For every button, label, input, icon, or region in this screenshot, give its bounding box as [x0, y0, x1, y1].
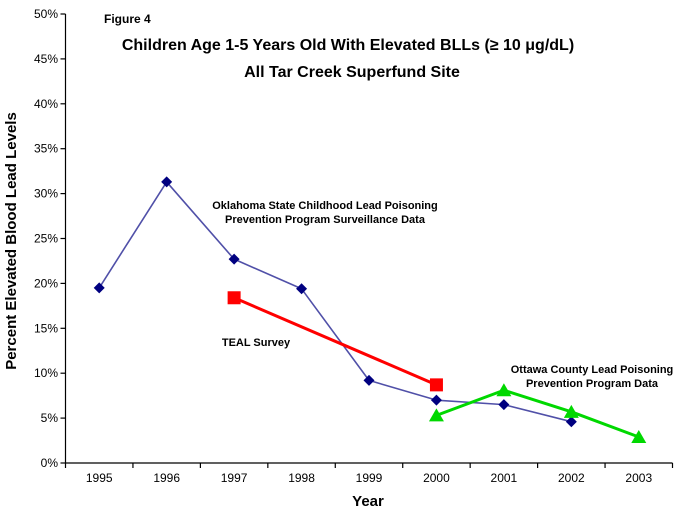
y-axis-title: Percent Elevated Blood Lead Levels [3, 112, 20, 370]
x-tick-label-2002: 2002 [558, 471, 585, 485]
x-tick-label-1995: 1995 [86, 471, 113, 485]
marker-teal-survey-1997 [227, 291, 241, 305]
y-tick-label-5: 5% [41, 411, 59, 425]
x-tick-label-2001: 2001 [491, 471, 518, 485]
series-line-ottawa-county [435, 388, 640, 439]
y-tick-label-45: 45% [34, 52, 58, 66]
series-line-oklahoma-surveillance [98, 181, 572, 423]
data-series-layer [93, 176, 647, 443]
marker-oklahoma-surveillance-1995 [93, 282, 105, 294]
x-tick-label-1996: 1996 [153, 471, 180, 485]
marker-oklahoma-surveillance-2001 [498, 399, 510, 411]
marker-oklahoma-surveillance-2000 [430, 394, 442, 406]
y-tick-label-30: 30% [34, 187, 58, 201]
x-tick-label-1999: 1999 [356, 471, 383, 485]
x-tick-label-2003: 2003 [625, 471, 652, 485]
y-tick-label-15: 15% [34, 321, 58, 335]
marker-ottawa-county-2001 [496, 383, 512, 397]
y-tick-label-0: 0% [41, 456, 59, 470]
x-tick-label-1997: 1997 [221, 471, 248, 485]
marker-teal-survey-2000 [429, 378, 443, 392]
axes-layer: 0% 5% 10% 15% 20% 25% 30% 35% 40% 45% 50% 1995 1996 1… [34, 7, 674, 485]
y-tick-label-25: 25% [34, 232, 58, 246]
annotation-oklahoma-line2: Prevention Program Surveillance Data [225, 214, 426, 226]
y-tick-label-50: 50% [34, 7, 58, 21]
chart-titles: Figure 4 Children Age 1-5 Years Old With… [104, 12, 574, 81]
x-axis-title: Year [352, 493, 384, 510]
marker-oklahoma-surveillance-2002 [565, 416, 577, 428]
marker-ottawa-county-2000 [428, 408, 444, 422]
y-tick-label-35: 35% [34, 142, 58, 156]
annotation-oklahoma-line1: Oklahoma State Childhood Lead Poisoning [212, 200, 438, 212]
marker-ottawa-county-2003 [631, 429, 647, 443]
y-tick-label-10: 10% [34, 366, 58, 380]
chart-title-line1: Children Age 1-5 Years Old With Elevated… [122, 37, 574, 54]
x-tick-label-1998: 1998 [288, 471, 315, 485]
chart-title-line2: All Tar Creek Superfund Site [244, 64, 460, 81]
annotation-teal-survey: TEAL Survey [222, 337, 291, 349]
marker-oklahoma-surveillance-1996 [161, 176, 173, 188]
series-annotations: Oklahoma State Childhood Lead Poisoning … [212, 200, 673, 390]
marker-oklahoma-surveillance-1999 [363, 374, 375, 386]
figure-number-label: Figure 4 [104, 12, 151, 26]
series-line-teal-survey [233, 296, 438, 387]
marker-oklahoma-surveillance-1998 [296, 283, 308, 295]
y-tick-label-20: 20% [34, 276, 58, 290]
y-tick-label-40: 40% [34, 97, 58, 111]
annotation-ottawa-line2: Prevention Program Data [526, 378, 659, 390]
marker-oklahoma-surveillance-1997 [228, 253, 240, 265]
axis-lines [64, 14, 673, 464]
marker-ottawa-county-2002 [563, 404, 579, 418]
x-tick-label-2000: 2000 [423, 471, 450, 485]
annotation-ottawa-line1: Ottawa County Lead Poisoning [511, 364, 674, 376]
